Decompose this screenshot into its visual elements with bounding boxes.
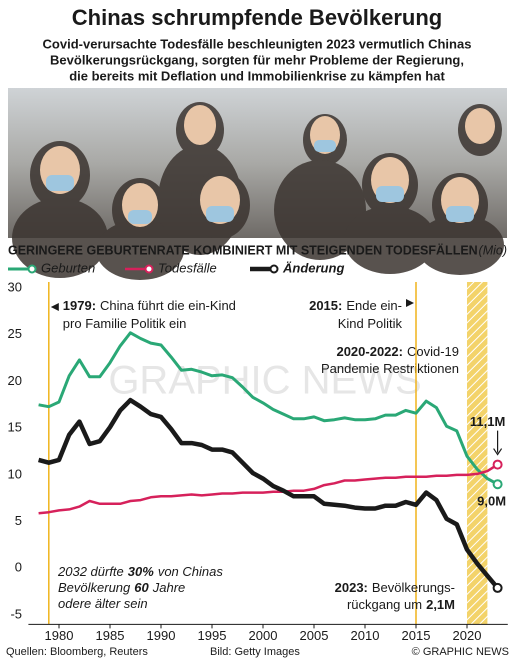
credit: Bild: Getty Images	[210, 646, 300, 658]
subtitle-line: Covid-verursachte Todesfälle beschleunig…	[43, 36, 472, 51]
x-tick-label: 1995	[198, 628, 227, 643]
series-line	[38, 397, 500, 590]
x-tick-label: 1985	[96, 628, 125, 643]
x-tick-label: 2000	[249, 628, 278, 643]
marker-annotation-part: 1979:	[63, 298, 96, 313]
end-annotation-part: 2,1M	[426, 597, 455, 612]
marker-annotation: 1979: China führt die ein-Kind	[63, 298, 236, 313]
x-tick-label: 1980	[45, 628, 74, 643]
legend-label: Geburten	[41, 260, 95, 275]
x-tick-label: 2010	[351, 628, 380, 643]
legend-dot	[269, 264, 279, 274]
series-line	[38, 331, 499, 486]
legend-dot	[27, 264, 37, 274]
value-label: 9,0M	[477, 494, 506, 509]
y-tick-label: 30	[8, 279, 22, 294]
unit-label: (Mio)	[479, 243, 507, 257]
y-tick-label: 15	[8, 420, 22, 435]
y-tick-label: 0	[15, 560, 22, 575]
marker-annotation: 2015: Ende ein-	[309, 298, 402, 313]
note-part: Bevölkerung	[58, 580, 131, 595]
marker-annotation-part: pro Familie Politik ein	[63, 316, 187, 331]
end-point	[492, 479, 503, 490]
x-tick-label: 2020	[453, 628, 482, 643]
note: 2032 dürfte 30% von Chinas	[57, 564, 223, 579]
band-annotation: 2020-2022: Covid-19	[336, 344, 459, 359]
subtitle-line: die bereits mit Deflation und Immobilien…	[69, 68, 445, 83]
x-tick-label: 1990	[147, 628, 176, 643]
watermark: GRAPHIC NEWS	[108, 359, 421, 403]
y-tick-label: -5	[10, 606, 22, 621]
y-tick-label: 25	[8, 326, 22, 341]
series-line	[38, 463, 499, 515]
marker-annotation-part: Ende ein-	[346, 298, 402, 313]
title: Chinas schrumpfende Bevölkerung	[72, 5, 442, 30]
end-annotation: 2023: Bevölkerungs-	[335, 580, 455, 595]
marker-arrow	[406, 299, 414, 307]
restriction-band	[467, 282, 488, 625]
legend-label: Todesfälle	[158, 260, 217, 275]
note: odere älter sein	[58, 596, 148, 611]
marker-annotation: Kind Politik	[338, 316, 403, 331]
band-annotation: Pandemie Restriktionen	[321, 361, 459, 376]
subtitle-line: Bevölkerungsrückgang, sorgten für mehr P…	[50, 52, 464, 67]
chart-title: GERINGERE GEBURTENRATE KOMBINIERT MIT ST…	[8, 242, 478, 257]
marker-annotation: pro Familie Politik ein	[63, 316, 187, 331]
value-label: 11,1M	[470, 414, 505, 429]
photo-masks	[46, 140, 474, 224]
end-annotation-part: Bevölkerungs-	[372, 580, 455, 595]
band-annotation-part: Covid-19	[407, 344, 459, 359]
note-part: 60	[134, 580, 149, 595]
marker-annotation-part: 2015:	[309, 298, 342, 313]
y-tick-label: 10	[8, 466, 22, 481]
y-tick-label: 5	[15, 513, 22, 528]
note: Bevölkerung 60 Jahre	[58, 580, 185, 595]
source: Quellen: Bloomberg, Reuters	[6, 646, 148, 658]
end-point	[492, 459, 503, 470]
x-tick-label: 2005	[300, 628, 329, 643]
copyright: © GRAPHIC NEWS	[412, 646, 509, 658]
marker-arrow	[50, 303, 59, 311]
note-part: 30%	[128, 564, 154, 579]
legend: Geburten Todesfälle Änderung	[8, 260, 344, 275]
value-arrow	[493, 430, 503, 456]
y-tick-label: 20	[8, 373, 22, 388]
end-annotation: rückgang um 2,1M	[347, 597, 455, 612]
x-tick-label: 2015	[402, 628, 431, 643]
subtitle: Covid-verursachte Todesfälle beschleunig…	[43, 36, 472, 83]
marker-annotation-part: Kind Politik	[338, 316, 403, 331]
band-annotation-part: 2020-2022:	[336, 344, 403, 359]
note-part: 2032 dürfte	[57, 564, 124, 579]
photo	[8, 88, 507, 280]
note-part: Jahre	[152, 580, 186, 595]
note-part: von Chinas	[158, 564, 224, 579]
marker-annotation-part: China führt die ein-Kind	[100, 298, 236, 313]
legend-dot	[144, 264, 154, 274]
legend-label: Änderung	[282, 260, 344, 275]
end-point	[492, 582, 503, 593]
band-annotation-part: Pandemie Restriktionen	[321, 361, 459, 376]
end-annotation-part: 2023:	[335, 580, 368, 595]
end-annotation-part: rückgang um	[347, 597, 422, 612]
note-part: odere älter sein	[58, 596, 148, 611]
